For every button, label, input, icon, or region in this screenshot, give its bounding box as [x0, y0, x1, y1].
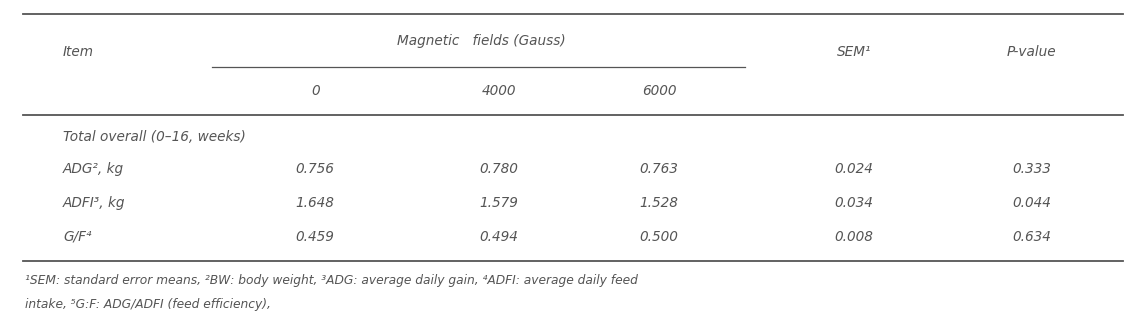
Text: ¹SEM: standard error means, ²BW: body weight, ³ADG: average daily gain, ⁴ADFI: a: ¹SEM: standard error means, ²BW: body we… [25, 274, 638, 287]
Text: intake, ⁵G:F: ADG/ADFI (feed efficiency),: intake, ⁵G:F: ADG/ADFI (feed efficiency)… [25, 298, 272, 311]
Text: 1.579: 1.579 [479, 196, 518, 210]
Text: 0.459: 0.459 [296, 230, 335, 244]
Text: 0.500: 0.500 [639, 230, 678, 244]
Text: 0.763: 0.763 [639, 162, 678, 176]
Text: Item: Item [63, 45, 94, 59]
Text: SEM¹: SEM¹ [837, 45, 871, 59]
Text: 1.528: 1.528 [639, 196, 678, 210]
Text: 0.008: 0.008 [834, 230, 873, 244]
Text: 6000: 6000 [642, 84, 676, 98]
Text: 4000: 4000 [481, 84, 516, 98]
Text: 0.494: 0.494 [479, 230, 518, 244]
Text: G/F⁴: G/F⁴ [63, 230, 92, 244]
Text: Magnetic   fields (Gauss): Magnetic fields (Gauss) [397, 34, 566, 48]
Text: 1.648: 1.648 [296, 196, 335, 210]
Text: ADFI³, kg: ADFI³, kg [63, 196, 126, 210]
Text: 0.024: 0.024 [834, 162, 873, 176]
Text: 0.780: 0.780 [479, 162, 518, 176]
Text: 0.333: 0.333 [1012, 162, 1051, 176]
Text: 0: 0 [311, 84, 320, 98]
Text: P-value: P-value [1006, 45, 1057, 59]
Text: Total overall (0–16, weeks): Total overall (0–16, weeks) [63, 130, 246, 144]
Text: 0.034: 0.034 [834, 196, 873, 210]
Text: 0.756: 0.756 [296, 162, 335, 176]
Text: ADG², kg: ADG², kg [63, 162, 124, 176]
Text: 0.634: 0.634 [1012, 230, 1051, 244]
Text: 0.044: 0.044 [1012, 196, 1051, 210]
